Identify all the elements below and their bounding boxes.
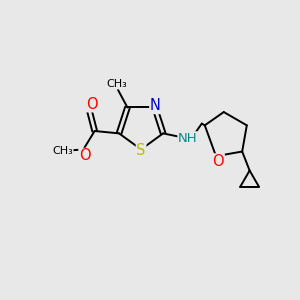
Text: O: O [213, 154, 224, 169]
Text: O: O [79, 148, 91, 164]
Text: O: O [86, 97, 98, 112]
Text: CH₃: CH₃ [106, 79, 127, 88]
Text: NH: NH [178, 132, 198, 145]
Text: S: S [136, 143, 146, 158]
Text: CH₃: CH₃ [52, 146, 73, 156]
Text: N: N [150, 98, 161, 113]
